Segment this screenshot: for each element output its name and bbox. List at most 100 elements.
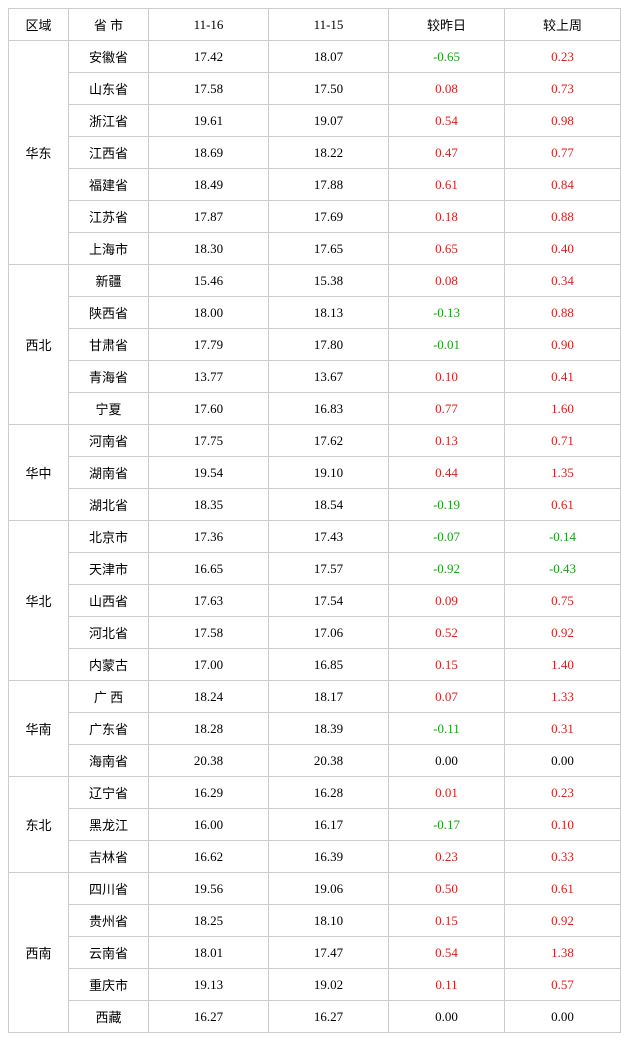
header-vs-lastweek: 较上周 bbox=[505, 9, 621, 41]
header-date1: 11-16 bbox=[149, 9, 269, 41]
value-date2-cell: 18.07 bbox=[269, 41, 389, 73]
delta-yesterday-cell: 0.54 bbox=[389, 937, 505, 969]
value-date2-cell: 18.54 bbox=[269, 489, 389, 521]
value-date1-cell: 17.36 bbox=[149, 521, 269, 553]
province-cell: 天津市 bbox=[69, 553, 149, 585]
value-date2-cell: 17.88 bbox=[269, 169, 389, 201]
table-row: 东北辽宁省16.2916.280.010.23 bbox=[9, 777, 621, 809]
table-row: 江西省18.6918.220.470.77 bbox=[9, 137, 621, 169]
value-date2-cell: 16.85 bbox=[269, 649, 389, 681]
region-cell: 华中 bbox=[9, 425, 69, 521]
delta-lastweek-cell: -0.14 bbox=[505, 521, 621, 553]
region-cell: 华东 bbox=[9, 41, 69, 265]
province-cell: 贵州省 bbox=[69, 905, 149, 937]
delta-yesterday-cell: 0.11 bbox=[389, 969, 505, 1001]
value-date2-cell: 17.65 bbox=[269, 233, 389, 265]
delta-lastweek-cell: 0.84 bbox=[505, 169, 621, 201]
delta-yesterday-cell: 0.13 bbox=[389, 425, 505, 457]
delta-lastweek-cell: 0.88 bbox=[505, 297, 621, 329]
delta-yesterday-cell: 0.08 bbox=[389, 73, 505, 105]
delta-yesterday-cell: 0.18 bbox=[389, 201, 505, 233]
delta-yesterday-cell: -0.65 bbox=[389, 41, 505, 73]
value-date1-cell: 18.00 bbox=[149, 297, 269, 329]
delta-lastweek-cell: 0.34 bbox=[505, 265, 621, 297]
table-row: 江苏省17.8717.690.180.88 bbox=[9, 201, 621, 233]
table-row: 山东省17.5817.500.080.73 bbox=[9, 73, 621, 105]
delta-yesterday-cell: 0.50 bbox=[389, 873, 505, 905]
delta-lastweek-cell: 0.57 bbox=[505, 969, 621, 1001]
value-date1-cell: 13.77 bbox=[149, 361, 269, 393]
table-row: 甘肃省17.7917.80-0.010.90 bbox=[9, 329, 621, 361]
province-cell: 北京市 bbox=[69, 521, 149, 553]
table-row: 宁夏17.6016.830.771.60 bbox=[9, 393, 621, 425]
province-cell: 青海省 bbox=[69, 361, 149, 393]
value-date1-cell: 19.13 bbox=[149, 969, 269, 1001]
delta-yesterday-cell: -0.19 bbox=[389, 489, 505, 521]
province-cell: 宁夏 bbox=[69, 393, 149, 425]
value-date1-cell: 15.46 bbox=[149, 265, 269, 297]
value-date2-cell: 18.10 bbox=[269, 905, 389, 937]
value-date1-cell: 18.35 bbox=[149, 489, 269, 521]
delta-lastweek-cell: 0.10 bbox=[505, 809, 621, 841]
value-date2-cell: 18.17 bbox=[269, 681, 389, 713]
table-row: 湖南省19.5419.100.441.35 bbox=[9, 457, 621, 489]
delta-lastweek-cell: 0.92 bbox=[505, 905, 621, 937]
table-row: 华东安徽省17.4218.07-0.650.23 bbox=[9, 41, 621, 73]
value-date1-cell: 17.58 bbox=[149, 73, 269, 105]
delta-lastweek-cell: 0.90 bbox=[505, 329, 621, 361]
value-date1-cell: 19.61 bbox=[149, 105, 269, 137]
province-cell: 安徽省 bbox=[69, 41, 149, 73]
province-cell: 江苏省 bbox=[69, 201, 149, 233]
delta-lastweek-cell: 0.00 bbox=[505, 745, 621, 777]
table-row: 广东省18.2818.39-0.110.31 bbox=[9, 713, 621, 745]
province-cell: 辽宁省 bbox=[69, 777, 149, 809]
table-row: 海南省20.3820.380.000.00 bbox=[9, 745, 621, 777]
delta-lastweek-cell: 1.40 bbox=[505, 649, 621, 681]
province-cell: 上海市 bbox=[69, 233, 149, 265]
table-row: 华北北京市17.3617.43-0.07-0.14 bbox=[9, 521, 621, 553]
table-row: 青海省13.7713.670.100.41 bbox=[9, 361, 621, 393]
delta-yesterday-cell: -0.07 bbox=[389, 521, 505, 553]
delta-lastweek-cell: 0.75 bbox=[505, 585, 621, 617]
value-date2-cell: 20.38 bbox=[269, 745, 389, 777]
value-date1-cell: 17.75 bbox=[149, 425, 269, 457]
delta-lastweek-cell: 0.98 bbox=[505, 105, 621, 137]
value-date2-cell: 19.10 bbox=[269, 457, 389, 489]
delta-lastweek-cell: 0.31 bbox=[505, 713, 621, 745]
delta-yesterday-cell: 0.65 bbox=[389, 233, 505, 265]
province-cell: 四川省 bbox=[69, 873, 149, 905]
value-date1-cell: 18.49 bbox=[149, 169, 269, 201]
province-cell: 浙江省 bbox=[69, 105, 149, 137]
delta-yesterday-cell: 0.10 bbox=[389, 361, 505, 393]
delta-lastweek-cell: 1.60 bbox=[505, 393, 621, 425]
value-date2-cell: 19.02 bbox=[269, 969, 389, 1001]
value-date2-cell: 17.43 bbox=[269, 521, 389, 553]
delta-yesterday-cell: -0.13 bbox=[389, 297, 505, 329]
region-cell: 东北 bbox=[9, 777, 69, 873]
header-region: 区域 bbox=[9, 9, 69, 41]
header-province: 省 市 bbox=[69, 9, 149, 41]
price-table: 区域 省 市 11-16 11-15 较昨日 较上周 华东安徽省17.4218.… bbox=[8, 8, 621, 1033]
value-date1-cell: 18.28 bbox=[149, 713, 269, 745]
value-date1-cell: 18.69 bbox=[149, 137, 269, 169]
province-cell: 江西省 bbox=[69, 137, 149, 169]
delta-lastweek-cell: 1.35 bbox=[505, 457, 621, 489]
province-cell: 河北省 bbox=[69, 617, 149, 649]
table-row: 陕西省18.0018.13-0.130.88 bbox=[9, 297, 621, 329]
delta-yesterday-cell: -0.92 bbox=[389, 553, 505, 585]
province-cell: 黑龙江 bbox=[69, 809, 149, 841]
delta-lastweek-cell: 0.77 bbox=[505, 137, 621, 169]
delta-lastweek-cell: 0.71 bbox=[505, 425, 621, 457]
delta-yesterday-cell: 0.01 bbox=[389, 777, 505, 809]
table-row: 山西省17.6317.540.090.75 bbox=[9, 585, 621, 617]
province-cell: 云南省 bbox=[69, 937, 149, 969]
value-date2-cell: 17.47 bbox=[269, 937, 389, 969]
value-date2-cell: 16.28 bbox=[269, 777, 389, 809]
table-row: 重庆市19.1319.020.110.57 bbox=[9, 969, 621, 1001]
value-date1-cell: 16.65 bbox=[149, 553, 269, 585]
province-cell: 山西省 bbox=[69, 585, 149, 617]
delta-yesterday-cell: 0.15 bbox=[389, 905, 505, 937]
delta-yesterday-cell: 0.15 bbox=[389, 649, 505, 681]
region-cell: 华南 bbox=[9, 681, 69, 777]
delta-yesterday-cell: -0.11 bbox=[389, 713, 505, 745]
